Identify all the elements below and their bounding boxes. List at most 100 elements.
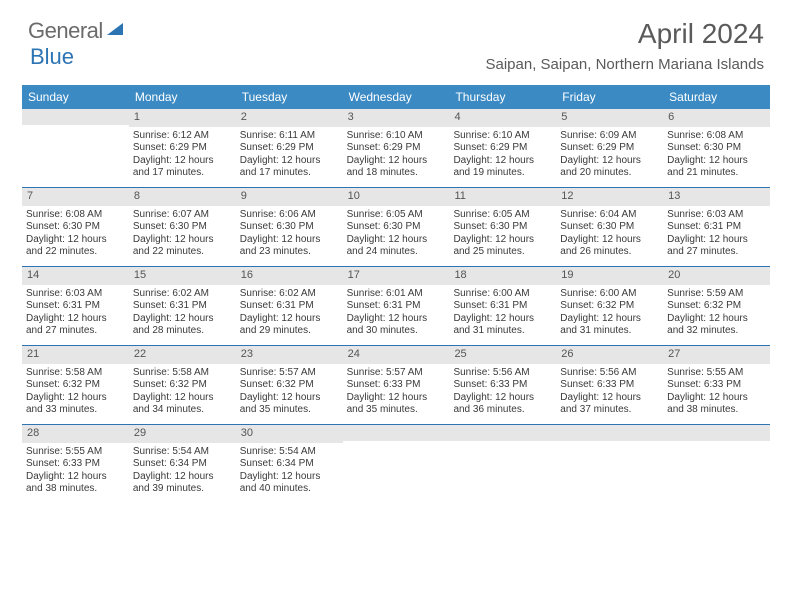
sunset-line: Sunset: 6:30 PM	[667, 142, 766, 155]
daylight-line: Daylight: 12 hours and 35 minutes.	[240, 392, 339, 417]
day-cell: 15Sunrise: 6:02 AMSunset: 6:31 PMDayligh…	[129, 267, 236, 345]
sunset-line: Sunset: 6:30 PM	[347, 221, 446, 234]
daylight-line: Daylight: 12 hours and 21 minutes.	[667, 155, 766, 180]
week-row: 14Sunrise: 6:03 AMSunset: 6:31 PMDayligh…	[22, 266, 770, 345]
sunset-line: Sunset: 6:29 PM	[560, 142, 659, 155]
day-number	[22, 109, 129, 125]
day-number: 17	[343, 267, 450, 285]
daylight-line: Daylight: 12 hours and 27 minutes.	[26, 313, 125, 338]
daylight-line: Daylight: 12 hours and 38 minutes.	[26, 471, 125, 496]
daylight-line: Daylight: 12 hours and 31 minutes.	[453, 313, 552, 338]
sunset-line: Sunset: 6:33 PM	[667, 379, 766, 392]
dayhead-thu: Thursday	[449, 85, 556, 109]
sunrise-line: Sunrise: 6:10 AM	[453, 130, 552, 143]
day-number: 27	[663, 346, 770, 364]
sunrise-line: Sunrise: 6:12 AM	[133, 130, 232, 143]
sunset-line: Sunset: 6:30 PM	[560, 221, 659, 234]
day-cell: 13 Sunrise: 6:03 AMSunset: 6:31 PMDayligh…	[663, 188, 770, 266]
week-row: 7Sunrise: 6:08 AMSunset: 6:30 PMDaylight…	[22, 187, 770, 266]
daylight-line: Daylight: 12 hours and 27 minutes.	[667, 234, 766, 259]
daylight-line: Daylight: 12 hours and 31 minutes.	[560, 313, 659, 338]
day-number: 14	[22, 267, 129, 285]
day-number: 25	[449, 346, 556, 364]
daylight-line: Daylight: 12 hours and 36 minutes.	[453, 392, 552, 417]
day-cell: 2Sunrise: 6:11 AMSunset: 6:29 PMDaylight…	[236, 109, 343, 187]
day-cell: 29Sunrise: 5:54 AMSunset: 6:34 PMDayligh…	[129, 425, 236, 503]
sunset-line: Sunset: 6:31 PM	[667, 221, 766, 234]
day-cell	[556, 425, 663, 503]
sunrise-line: Sunrise: 6:00 AM	[560, 288, 659, 301]
day-cell: 23Sunrise: 5:57 AMSunset: 6:32 PMDayligh…	[236, 346, 343, 424]
daylight-line: Daylight: 12 hours and 39 minutes.	[133, 471, 232, 496]
day-number: 13	[663, 188, 770, 206]
day-cell: 25Sunrise: 5:56 AMSunset: 6:33 PMDayligh…	[449, 346, 556, 424]
day-header-row: Sunday Monday Tuesday Wednesday Thursday…	[22, 85, 770, 109]
day-cell: 18Sunrise: 6:00 AMSunset: 6:31 PMDayligh…	[449, 267, 556, 345]
day-cell: 27 Sunrise: 5:55 AMSunset: 6:33 PMDayligh…	[663, 346, 770, 424]
day-number	[663, 425, 770, 441]
day-cell: 10Sunrise: 6:05 AMSunset: 6:30 PMDayligh…	[343, 188, 450, 266]
sunset-line: Sunset: 6:29 PM	[133, 142, 232, 155]
day-cell: 11Sunrise: 6:05 AMSunset: 6:30 PMDayligh…	[449, 188, 556, 266]
sunrise-line: Sunrise: 6:03 AM	[667, 209, 766, 222]
sunset-line: Sunset: 6:33 PM	[453, 379, 552, 392]
week-row: 21Sunrise: 5:58 AMSunset: 6:32 PMDayligh…	[22, 345, 770, 424]
daylight-line: Daylight: 12 hours and 23 minutes.	[240, 234, 339, 259]
day-cell: 14 Sunrise: 6:03 AMSunset: 6:31 PMDayligh…	[22, 267, 129, 345]
sunset-line: Sunset: 6:30 PM	[240, 221, 339, 234]
logo-word-general: General	[28, 18, 103, 44]
day-cell: 8Sunrise: 6:07 AMSunset: 6:30 PMDaylight…	[129, 188, 236, 266]
day-cell: 22Sunrise: 5:58 AMSunset: 6:32 PMDayligh…	[129, 346, 236, 424]
daylight-line: Daylight: 12 hours and 26 minutes.	[560, 234, 659, 259]
sunset-line: Sunset: 6:31 PM	[240, 300, 339, 313]
logo: General	[28, 18, 129, 44]
sunrise-line: Sunrise: 6:07 AM	[133, 209, 232, 222]
day-number: 18	[449, 267, 556, 285]
calendar: Sunday Monday Tuesday Wednesday Thursday…	[22, 85, 770, 503]
day-cell: 5Sunrise: 6:09 AMSunset: 6:29 PMDaylight…	[556, 109, 663, 187]
daylight-line: Daylight: 12 hours and 20 minutes.	[560, 155, 659, 180]
day-cell: 3Sunrise: 6:10 AMSunset: 6:29 PMDaylight…	[343, 109, 450, 187]
day-cell: 9Sunrise: 6:06 AMSunset: 6:30 PMDaylight…	[236, 188, 343, 266]
day-cell: 30Sunrise: 5:54 AMSunset: 6:34 PMDayligh…	[236, 425, 343, 503]
day-number	[343, 425, 450, 441]
sunset-line: Sunset: 6:32 PM	[667, 300, 766, 313]
sunrise-line: Sunrise: 5:56 AM	[560, 367, 659, 380]
sunset-line: Sunset: 6:33 PM	[26, 458, 125, 471]
day-cell: 1Sunrise: 6:12 AMSunset: 6:29 PMDaylight…	[129, 109, 236, 187]
day-number: 22	[129, 346, 236, 364]
sunset-line: Sunset: 6:30 PM	[453, 221, 552, 234]
day-number	[449, 425, 556, 441]
day-cell: 28Sunrise: 5:55 AMSunset: 6:33 PMDayligh…	[22, 425, 129, 503]
day-number: 19	[556, 267, 663, 285]
daylight-line: Daylight: 12 hours and 30 minutes.	[347, 313, 446, 338]
day-number: 7	[22, 188, 129, 206]
day-number: 4	[449, 109, 556, 127]
daylight-line: Daylight: 12 hours and 29 minutes.	[240, 313, 339, 338]
dayhead-fri: Friday	[556, 85, 663, 109]
title-block: April 2024 Saipan, Saipan, Northern Mari…	[486, 18, 765, 73]
sunrise-line: Sunrise: 6:03 AM	[26, 288, 125, 301]
sunrise-line: Sunrise: 6:05 AM	[347, 209, 446, 222]
day-cell: 16Sunrise: 6:02 AMSunset: 6:31 PMDayligh…	[236, 267, 343, 345]
day-number: 2	[236, 109, 343, 127]
day-number: 6	[663, 109, 770, 127]
sunset-line: Sunset: 6:31 PM	[26, 300, 125, 313]
sunset-line: Sunset: 6:34 PM	[133, 458, 232, 471]
daylight-line: Daylight: 12 hours and 17 minutes.	[240, 155, 339, 180]
sunrise-line: Sunrise: 6:05 AM	[453, 209, 552, 222]
sunset-line: Sunset: 6:34 PM	[240, 458, 339, 471]
sunset-line: Sunset: 6:30 PM	[133, 221, 232, 234]
day-number: 15	[129, 267, 236, 285]
day-cell: 24Sunrise: 5:57 AMSunset: 6:33 PMDayligh…	[343, 346, 450, 424]
daylight-line: Daylight: 12 hours and 32 minutes.	[667, 313, 766, 338]
sunset-line: Sunset: 6:30 PM	[26, 221, 125, 234]
day-cell	[449, 425, 556, 503]
sunrise-line: Sunrise: 5:55 AM	[667, 367, 766, 380]
month-title: April 2024	[486, 18, 765, 50]
day-cell	[343, 425, 450, 503]
daylight-line: Daylight: 12 hours and 38 minutes.	[667, 392, 766, 417]
sunset-line: Sunset: 6:33 PM	[347, 379, 446, 392]
weeks-container: 1Sunrise: 6:12 AMSunset: 6:29 PMDaylight…	[22, 109, 770, 503]
day-cell: 4Sunrise: 6:10 AMSunset: 6:29 PMDaylight…	[449, 109, 556, 187]
